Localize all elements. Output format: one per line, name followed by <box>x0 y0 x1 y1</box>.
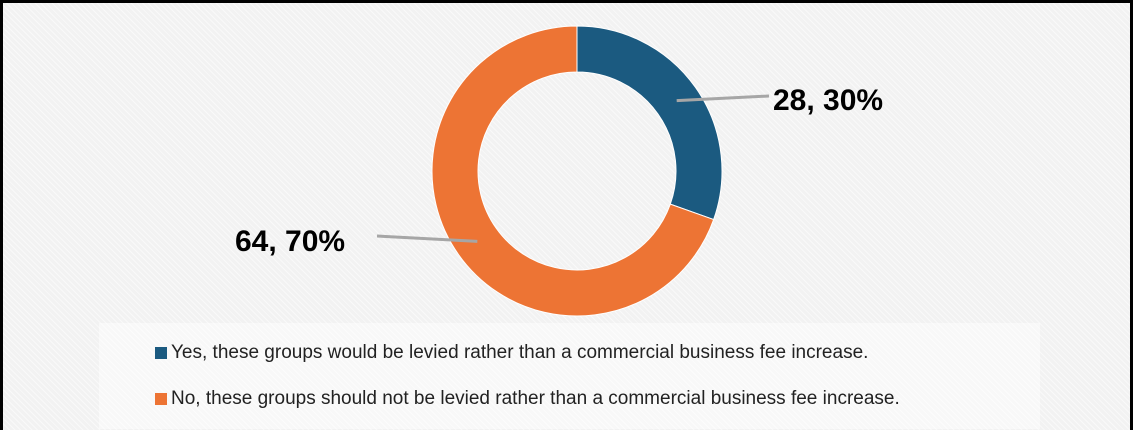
legend <box>99 323 1040 429</box>
leader-line-no <box>376 234 478 243</box>
donut-slice-no <box>431 25 715 317</box>
donut-chart: 28, 30% 64, 70% <box>235 25 883 317</box>
legend-label-yes: Yes, these groups would be levied rather… <box>171 342 869 363</box>
legend-swatch-no <box>155 393 167 405</box>
data-label-yes: 28, 30% <box>773 84 883 117</box>
donut-slice-yes <box>576 25 723 221</box>
legend-item-yes: Yes, these groups would be levied rather… <box>155 342 868 364</box>
legend-label-no: No, these groups should not be levied ra… <box>171 388 900 409</box>
legend-item-no: No, these groups should not be levied ra… <box>155 388 900 410</box>
donut-slices <box>431 25 723 317</box>
data-label-no: 64, 70% <box>235 225 345 258</box>
leader-line-yes <box>676 94 770 103</box>
leader-lines <box>376 94 770 243</box>
legend-swatch-yes <box>155 347 167 359</box>
